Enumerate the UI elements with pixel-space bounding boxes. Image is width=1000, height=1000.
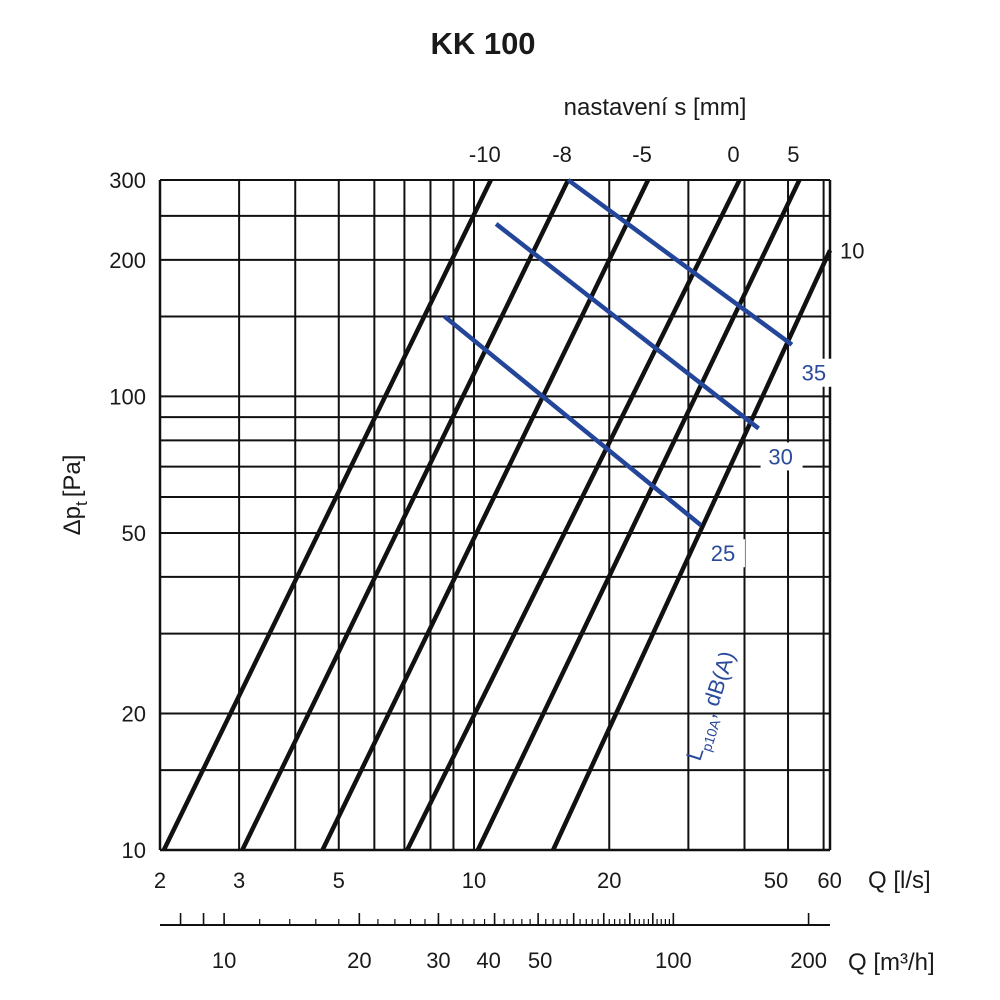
- noise-label-bg: [793, 358, 836, 387]
- noise-line-35: [566, 178, 794, 347]
- x-tick-label-m3h: 40: [476, 948, 500, 973]
- settings-label-10: 10: [840, 238, 864, 263]
- settings-line-10: [551, 249, 833, 851]
- x-axis-label-ls: Q [l/s]: [868, 867, 931, 894]
- noise-axis-label-sub: p10A: [698, 717, 724, 754]
- y-tick-label: 300: [109, 168, 146, 193]
- settings-line--5: [320, 179, 651, 851]
- x-tick-label-ls: 50: [764, 868, 788, 893]
- x-tick-label-ls: 60: [817, 868, 841, 893]
- x-tick-label-m3h: 20: [347, 948, 371, 973]
- x-tick-label-m3h: 30: [426, 948, 450, 973]
- noise-label-bg: [760, 442, 803, 471]
- settings-label--8: -8: [552, 142, 572, 167]
- y-tick-label: 10: [122, 838, 146, 863]
- y-axis-label-unit: [Pa]: [59, 455, 86, 498]
- grid: [158, 179, 832, 926]
- x-tick-label-ls: 2: [154, 868, 166, 893]
- noise-label-bg: [702, 539, 745, 568]
- noise-line-30: [494, 222, 760, 431]
- x-tick-label-m3h: 200: [790, 948, 827, 973]
- y-axis-title: Δpt [Pa]: [59, 455, 91, 536]
- y-axis-label-sub: t: [72, 501, 91, 506]
- x-tick-label-ls: 10: [462, 868, 486, 893]
- settings-line--8: [240, 179, 571, 851]
- noise-axis-label-rest: , dB(A): [695, 648, 740, 721]
- settings-line-5: [475, 179, 802, 851]
- svg-text:Δpt[Pa]: Δpt [Pa]: [59, 455, 91, 536]
- noise-line-25: [443, 314, 703, 527]
- noise-lines: 35 30 25: [443, 178, 836, 568]
- svg-text:Lp10A, dB(A): Lp10A, dB(A): [681, 648, 745, 765]
- settings-label-0: 0: [727, 142, 739, 167]
- settings-label-5: 5: [787, 142, 799, 167]
- settings-label--10: -10: [469, 142, 501, 167]
- settings-label--5: -5: [632, 142, 652, 167]
- settings-lines: -10 -8 -5 0 5 10: [161, 142, 864, 851]
- y-tick-label: 100: [109, 384, 146, 409]
- x-tick-label-ls: 3: [233, 868, 245, 893]
- settings-line-0: [405, 179, 742, 851]
- y-tick-label: 200: [109, 248, 146, 273]
- settings-line--10: [161, 179, 493, 851]
- noise-label-25: 25: [711, 541, 735, 566]
- x-tick-label-ls: 20: [597, 868, 621, 893]
- x-tick-label-ls: 5: [333, 868, 345, 893]
- x-axis-label-m3h: Q [m³/h]: [848, 949, 935, 976]
- noise-axis-title: Lp10A, dB(A): [681, 648, 745, 765]
- top-axis-label: nastavení s [mm]: [564, 94, 747, 121]
- y-axis-label: Δp: [59, 506, 86, 535]
- x-tick-label-m3h: 10: [212, 948, 236, 973]
- x-tick-label-m3h: 50: [528, 948, 552, 973]
- x-tick-label-m3h: 100: [655, 948, 692, 973]
- chart-title: KK 100: [430, 26, 535, 61]
- noise-label-30: 30: [768, 444, 792, 469]
- y-tick-label: 50: [122, 521, 146, 546]
- y-tick-label: 20: [122, 701, 146, 726]
- noise-label-35: 35: [802, 361, 826, 386]
